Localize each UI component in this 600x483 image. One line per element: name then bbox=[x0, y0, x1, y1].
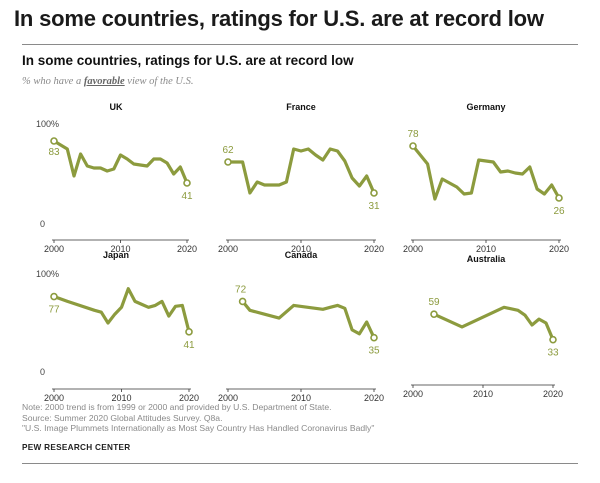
france-xtick-label-2000: 2000 bbox=[218, 244, 238, 254]
uk-end-label: 41 bbox=[181, 191, 193, 202]
japan-xtick-label-2010: 2010 bbox=[111, 393, 131, 403]
bottom-rule bbox=[22, 463, 578, 464]
canada-series-line bbox=[241, 299, 376, 340]
chart-title: In some countries, ratings for U.S. are … bbox=[22, 53, 354, 68]
japan-end-label: 41 bbox=[183, 340, 195, 351]
uk-xtick-label-2020: 2020 bbox=[177, 244, 197, 254]
japan-panel-title: Japan bbox=[103, 250, 129, 260]
canada-start-point bbox=[238, 297, 247, 306]
australia-xtick-label-2010: 2010 bbox=[473, 389, 493, 399]
japan-start-label: 77 bbox=[48, 305, 60, 316]
subtitle-post: view of the U.S. bbox=[124, 76, 194, 87]
canada-start-label: 72 bbox=[235, 284, 247, 295]
japan-series-line bbox=[52, 287, 191, 334]
france-xtick-label-2020: 2020 bbox=[364, 244, 384, 254]
australia-series-line bbox=[432, 305, 555, 342]
japan-xtick-label-2020: 2020 bbox=[179, 393, 199, 403]
france-end-label: 31 bbox=[368, 201, 380, 212]
france-panel-title: France bbox=[286, 102, 316, 112]
france-xtick-label-2010: 2010 bbox=[291, 244, 311, 254]
france-end-point bbox=[370, 189, 378, 197]
germany-end-point bbox=[555, 194, 563, 202]
japan-ytick-0: 0 bbox=[40, 367, 45, 377]
subtitle-pre: % who have a bbox=[22, 76, 84, 87]
canada-end-label: 35 bbox=[368, 346, 380, 357]
uk-xtick-label-2000: 2000 bbox=[44, 244, 64, 254]
australia-xtick-label-2000: 2000 bbox=[403, 389, 423, 399]
uk-start-label: 83 bbox=[48, 147, 60, 158]
source-organization: PEW RESEARCH CENTER bbox=[22, 443, 131, 452]
germany-xtick-label-2020: 2020 bbox=[549, 244, 569, 254]
germany-start-point bbox=[409, 142, 417, 150]
france-series-line bbox=[226, 147, 376, 195]
source-line: Source: Summer 2020 Global Attitudes Sur… bbox=[22, 412, 223, 423]
australia-start-point bbox=[430, 310, 438, 318]
uk-xtick-label-2010: 2010 bbox=[110, 244, 130, 254]
canada-xtick-label-2010: 2010 bbox=[291, 393, 311, 403]
japan-start-point bbox=[50, 292, 58, 301]
uk-ytick-0: 0 bbox=[40, 219, 45, 229]
australia-end-label: 33 bbox=[547, 348, 559, 359]
uk-start-point bbox=[50, 137, 58, 145]
australia-xtick-label-2020: 2020 bbox=[543, 389, 563, 399]
australia-panel-title: Australia bbox=[467, 254, 507, 264]
germany-end-label: 26 bbox=[553, 206, 565, 217]
subtitle-emphasis: favorable bbox=[83, 76, 125, 87]
chart-subtitle: % who have a favorable view of the U.S. bbox=[22, 76, 193, 87]
australia-start-label: 59 bbox=[428, 297, 440, 308]
uk-panel-title: UK bbox=[110, 102, 123, 112]
canada-xtick-label-2020: 2020 bbox=[364, 393, 384, 403]
report-title-line: "U.S. Image Plummets Internationally as … bbox=[22, 423, 375, 434]
germany-xtick-label-2000: 2000 bbox=[403, 244, 423, 254]
note-line: Note: 2000 trend is from 1999 or 2000 an… bbox=[22, 402, 332, 412]
australia-end-point bbox=[549, 335, 557, 344]
germany-xtick-label-2010: 2010 bbox=[476, 244, 496, 254]
japan-ytick-100: 100% bbox=[36, 269, 59, 279]
france-start-point bbox=[224, 158, 232, 166]
japan-end-point bbox=[185, 328, 193, 336]
top-rule bbox=[22, 44, 578, 45]
headline: In some countries, ratings for U.S. are … bbox=[14, 6, 544, 31]
canada-xtick-label-2000: 2000 bbox=[218, 393, 238, 403]
uk-end-point bbox=[183, 179, 191, 187]
canada-end-point bbox=[370, 333, 378, 342]
uk-series-line bbox=[52, 139, 189, 185]
notes: Note: 2000 trend is from 1999 or 2000 an… bbox=[22, 402, 374, 434]
germany-panel-title: Germany bbox=[466, 102, 505, 112]
uk-ytick-100: 100% bbox=[36, 119, 59, 129]
japan-xtick-label-2000: 2000 bbox=[44, 393, 64, 403]
france-start-label: 62 bbox=[222, 145, 234, 156]
germany-series-line bbox=[411, 144, 561, 201]
canada-panel-title: Canada bbox=[285, 250, 319, 260]
germany-start-label: 78 bbox=[407, 129, 419, 140]
